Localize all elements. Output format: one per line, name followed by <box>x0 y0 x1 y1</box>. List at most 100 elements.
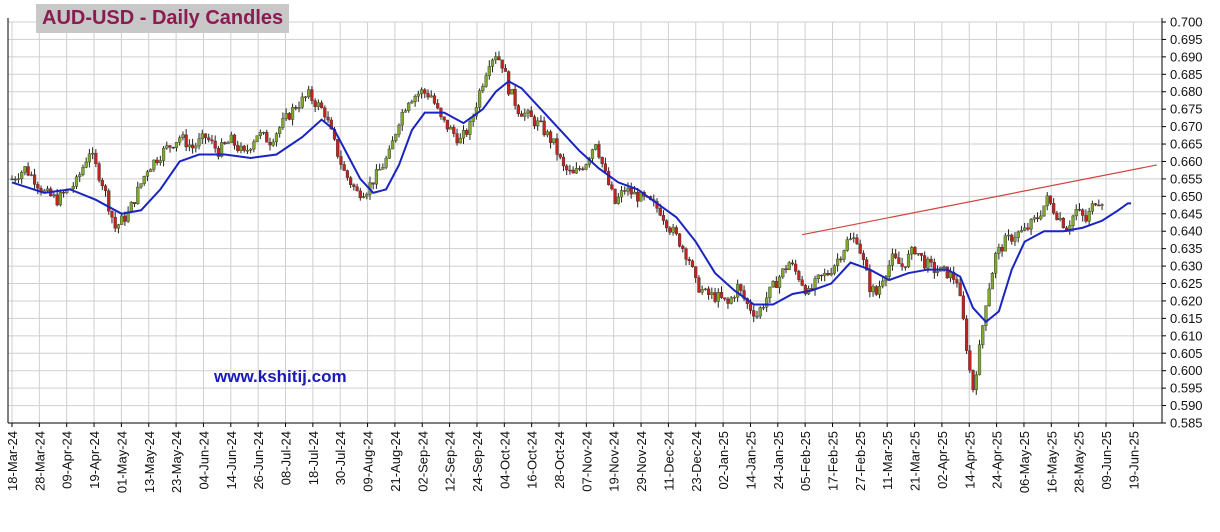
candle-body <box>484 75 488 87</box>
candle-body <box>103 185 108 192</box>
candle-body <box>84 161 88 168</box>
candle-body <box>16 178 21 181</box>
candle-body <box>29 174 33 176</box>
candle-body <box>268 141 272 146</box>
candle-body <box>526 110 530 114</box>
candle-body <box>168 145 172 148</box>
x-tick-label: 23-Dec-24 <box>689 431 704 492</box>
y-tick-label: 0.695 <box>1170 32 1203 47</box>
candle-body <box>842 250 846 260</box>
x-tick-label: 19-Apr-24 <box>87 431 102 489</box>
candle-body <box>1077 209 1082 211</box>
x-tick-label: 21-Aug-24 <box>388 431 403 492</box>
y-tick-label: 0.645 <box>1170 206 1203 221</box>
candle-body <box>461 130 466 139</box>
candle-body <box>539 120 543 123</box>
candle-body <box>361 196 366 198</box>
candle-body <box>413 96 417 102</box>
candle-body <box>1026 227 1030 230</box>
candle-body <box>1068 225 1072 232</box>
x-tick-label: 28-May-25 <box>1072 431 1087 493</box>
x-tick-label: 14-Jan-25 <box>743 431 758 490</box>
candle-body <box>558 154 562 158</box>
candle-body <box>929 258 933 263</box>
candle-body <box>687 259 691 262</box>
candle-body <box>516 105 520 115</box>
candle-body <box>190 144 195 149</box>
x-tick-label: 21-Mar-25 <box>908 431 923 491</box>
candle-body <box>848 238 853 240</box>
candle-body <box>236 145 240 151</box>
candle-body <box>178 137 182 143</box>
candle-body <box>961 295 965 320</box>
candle-body <box>532 116 537 127</box>
candle-body <box>187 144 191 148</box>
x-tick-label: 28-Mar-24 <box>32 431 47 491</box>
candle-body <box>297 107 301 109</box>
candle-body <box>919 252 924 256</box>
candle-body <box>71 186 75 190</box>
candle-body <box>171 146 175 149</box>
candles <box>10 51 1104 395</box>
candle-body <box>468 121 472 135</box>
candle-body <box>149 169 153 172</box>
candle-body <box>858 243 862 254</box>
y-tick-label: 0.615 <box>1170 311 1203 326</box>
candle-body <box>1071 215 1075 226</box>
candle-body <box>220 142 224 157</box>
candle-body <box>32 174 37 185</box>
x-tick-label: 11-Mar-25 <box>880 431 895 490</box>
candle-body <box>668 227 672 233</box>
candle-body <box>10 178 14 181</box>
x-tick-label: 19-Nov-24 <box>607 431 622 492</box>
candle-body <box>906 253 911 268</box>
candle-body <box>984 305 988 326</box>
candle-body <box>452 127 456 134</box>
x-tick-label: 06-May-25 <box>1017 431 1032 493</box>
x-tick-label: 04-Jun-24 <box>196 431 211 490</box>
candle-body <box>229 134 233 144</box>
candle-body <box>900 263 904 267</box>
x-tick-label: 02-Sep-24 <box>415 431 430 492</box>
candle-body <box>374 169 379 185</box>
candle-body <box>155 159 159 163</box>
x-tick-label: 18-Mar-24 <box>5 431 20 491</box>
y-tick-label: 0.605 <box>1170 346 1203 361</box>
candle-body <box>794 263 798 272</box>
candle-body <box>342 164 346 171</box>
candle-body <box>313 100 317 107</box>
y-tick-label: 0.685 <box>1170 67 1203 82</box>
candle-body <box>52 194 56 196</box>
x-tick-label: 18-Jul-24 <box>306 431 321 485</box>
candle-body <box>732 297 736 299</box>
candle-body <box>226 142 230 145</box>
candle-body <box>545 131 549 136</box>
candle-body <box>216 148 220 157</box>
candle-body <box>594 144 598 150</box>
candle-body <box>581 168 585 171</box>
candle-body <box>36 184 40 189</box>
candle-body <box>1058 217 1062 220</box>
y-tick-label: 0.595 <box>1170 381 1203 396</box>
candle-body <box>881 280 885 287</box>
candle-body <box>584 164 588 170</box>
x-tick-label: 09-Jun-25 <box>1099 431 1114 490</box>
candle-body <box>200 133 204 139</box>
candle-body <box>968 350 972 371</box>
candle-body <box>503 68 508 72</box>
candle-body <box>626 187 630 192</box>
candle-body <box>855 237 859 245</box>
candle-body <box>265 131 269 143</box>
candle-body <box>1097 204 1101 207</box>
candle-body <box>1023 227 1027 231</box>
candle-body <box>258 132 262 136</box>
candle-body <box>748 303 753 311</box>
candle-body <box>945 266 949 279</box>
x-tick-label: 14-Apr-25 <box>962 431 977 489</box>
candle-body <box>1090 203 1094 212</box>
candle-body <box>632 191 637 195</box>
candle-body <box>403 110 408 113</box>
candle-body <box>578 168 582 170</box>
x-axis-tick-labels: 18-Mar-24 28-Mar-24 09-Apr-24 19-Apr-24 01-M… <box>5 423 1141 493</box>
candle-body <box>116 224 121 229</box>
